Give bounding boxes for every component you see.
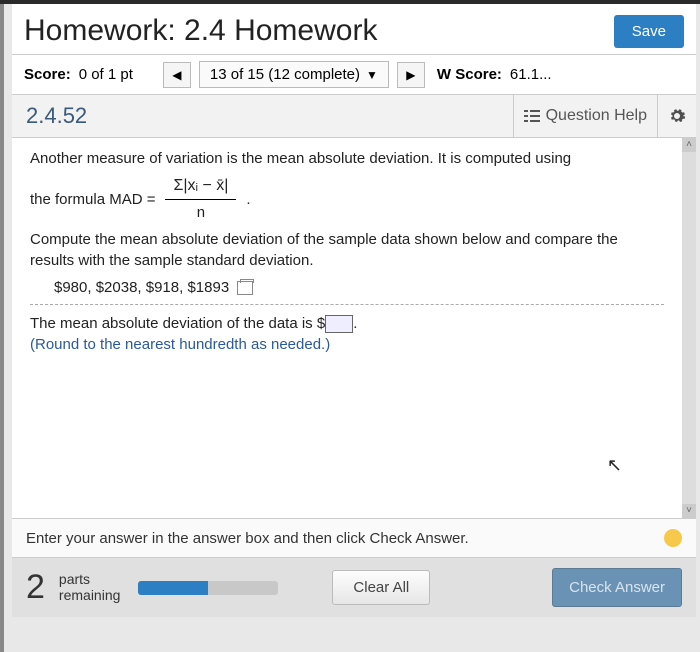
score-row: Score: 0 of 1 pt ◀ 13 of 15 (12 complete… xyxy=(12,55,696,95)
score-value: 0 of 1 pt xyxy=(79,66,133,83)
formula-row: the formula MAD = Σ|xᵢ − x̄| n . xyxy=(30,175,664,223)
question-help-button[interactable]: Question Help xyxy=(513,95,657,137)
enter-instruction-row: Enter your answer in the answer box and … xyxy=(12,518,696,557)
scrollbar-track[interactable] xyxy=(682,138,696,518)
progress-bar xyxy=(138,581,278,595)
answer-text-before: The mean absolute deviation of the data … xyxy=(30,315,325,332)
question-bar: 2.4.52 Question Help xyxy=(12,95,696,138)
app-shell: Homework: 2.4 Homework Save Score: 0 of … xyxy=(0,4,700,652)
enter-instruction-text: Enter your answer in the answer box and … xyxy=(26,530,469,547)
hw-score-label: W Score: xyxy=(437,66,502,83)
question-help-label: Question Help xyxy=(546,107,647,125)
clear-all-button[interactable]: Clear All xyxy=(332,570,430,605)
smiley-icon xyxy=(664,529,682,547)
formula-denominator: n xyxy=(197,200,205,223)
parts-remaining-label: parts remaining xyxy=(59,572,120,603)
rounding-hint: (Round to the nearest hundredth as neede… xyxy=(30,334,664,355)
next-button[interactable]: ▶ xyxy=(397,62,425,88)
progress-fill xyxy=(138,581,208,595)
main-frame: Homework: 2.4 Homework Save Score: 0 of … xyxy=(12,4,696,617)
settings-button[interactable] xyxy=(657,95,696,137)
list-icon xyxy=(524,109,540,123)
question-content: ˄ ˅ Another measure of variation is the … xyxy=(12,138,696,518)
triangle-right-icon: ▶ xyxy=(406,68,415,82)
gear-icon xyxy=(668,107,686,125)
check-answer-button[interactable]: Check Answer xyxy=(552,568,682,607)
question-number: 2.4.52 xyxy=(12,95,513,137)
parts-label-b: remaining xyxy=(59,588,120,603)
formula-period: . xyxy=(246,189,250,210)
question-nav-dropdown[interactable]: 13 of 15 (12 complete) ▼ xyxy=(199,61,389,88)
triangle-down-icon: ▼ xyxy=(366,68,378,82)
page-title: Homework: 2.4 Homework xyxy=(24,14,614,48)
formula-fraction: Σ|xᵢ − x̄| n xyxy=(165,175,236,223)
score-label: Score: xyxy=(24,66,71,83)
nav-position-text: 13 of 15 (12 complete) xyxy=(210,66,360,83)
data-values-row: $980, $2038, $918, $1893 xyxy=(30,271,664,305)
scroll-up-button[interactable]: ˄ xyxy=(682,138,696,152)
prev-button[interactable]: ◀ xyxy=(163,62,191,88)
answer-input[interactable] xyxy=(325,315,353,333)
intro-text: Another measure of variation is the mean… xyxy=(30,148,664,169)
instruction-text: Compute the mean absolute deviation of t… xyxy=(30,229,664,271)
header: Homework: 2.4 Homework Save xyxy=(12,4,696,55)
footer: 2 parts remaining Clear All Check Answer xyxy=(12,557,696,617)
hw-score-value: 61.1... xyxy=(510,66,552,83)
save-button[interactable]: Save xyxy=(614,15,684,48)
copy-icon[interactable] xyxy=(237,281,253,295)
answer-text-after: . xyxy=(353,315,357,332)
parts-remaining-number: 2 xyxy=(26,568,45,607)
formula-numerator: Σ|xᵢ − x̄| xyxy=(165,175,236,200)
sample-data: $980, $2038, $918, $1893 xyxy=(54,277,229,298)
answer-sentence: The mean absolute deviation of the data … xyxy=(30,313,664,334)
formula-left: the formula MAD = xyxy=(30,189,155,210)
scroll-down-button[interactable]: ˅ xyxy=(682,504,696,518)
triangle-left-icon: ◀ xyxy=(172,68,181,82)
cursor-icon: ↖ xyxy=(607,453,622,478)
parts-label-a: parts xyxy=(59,572,120,587)
